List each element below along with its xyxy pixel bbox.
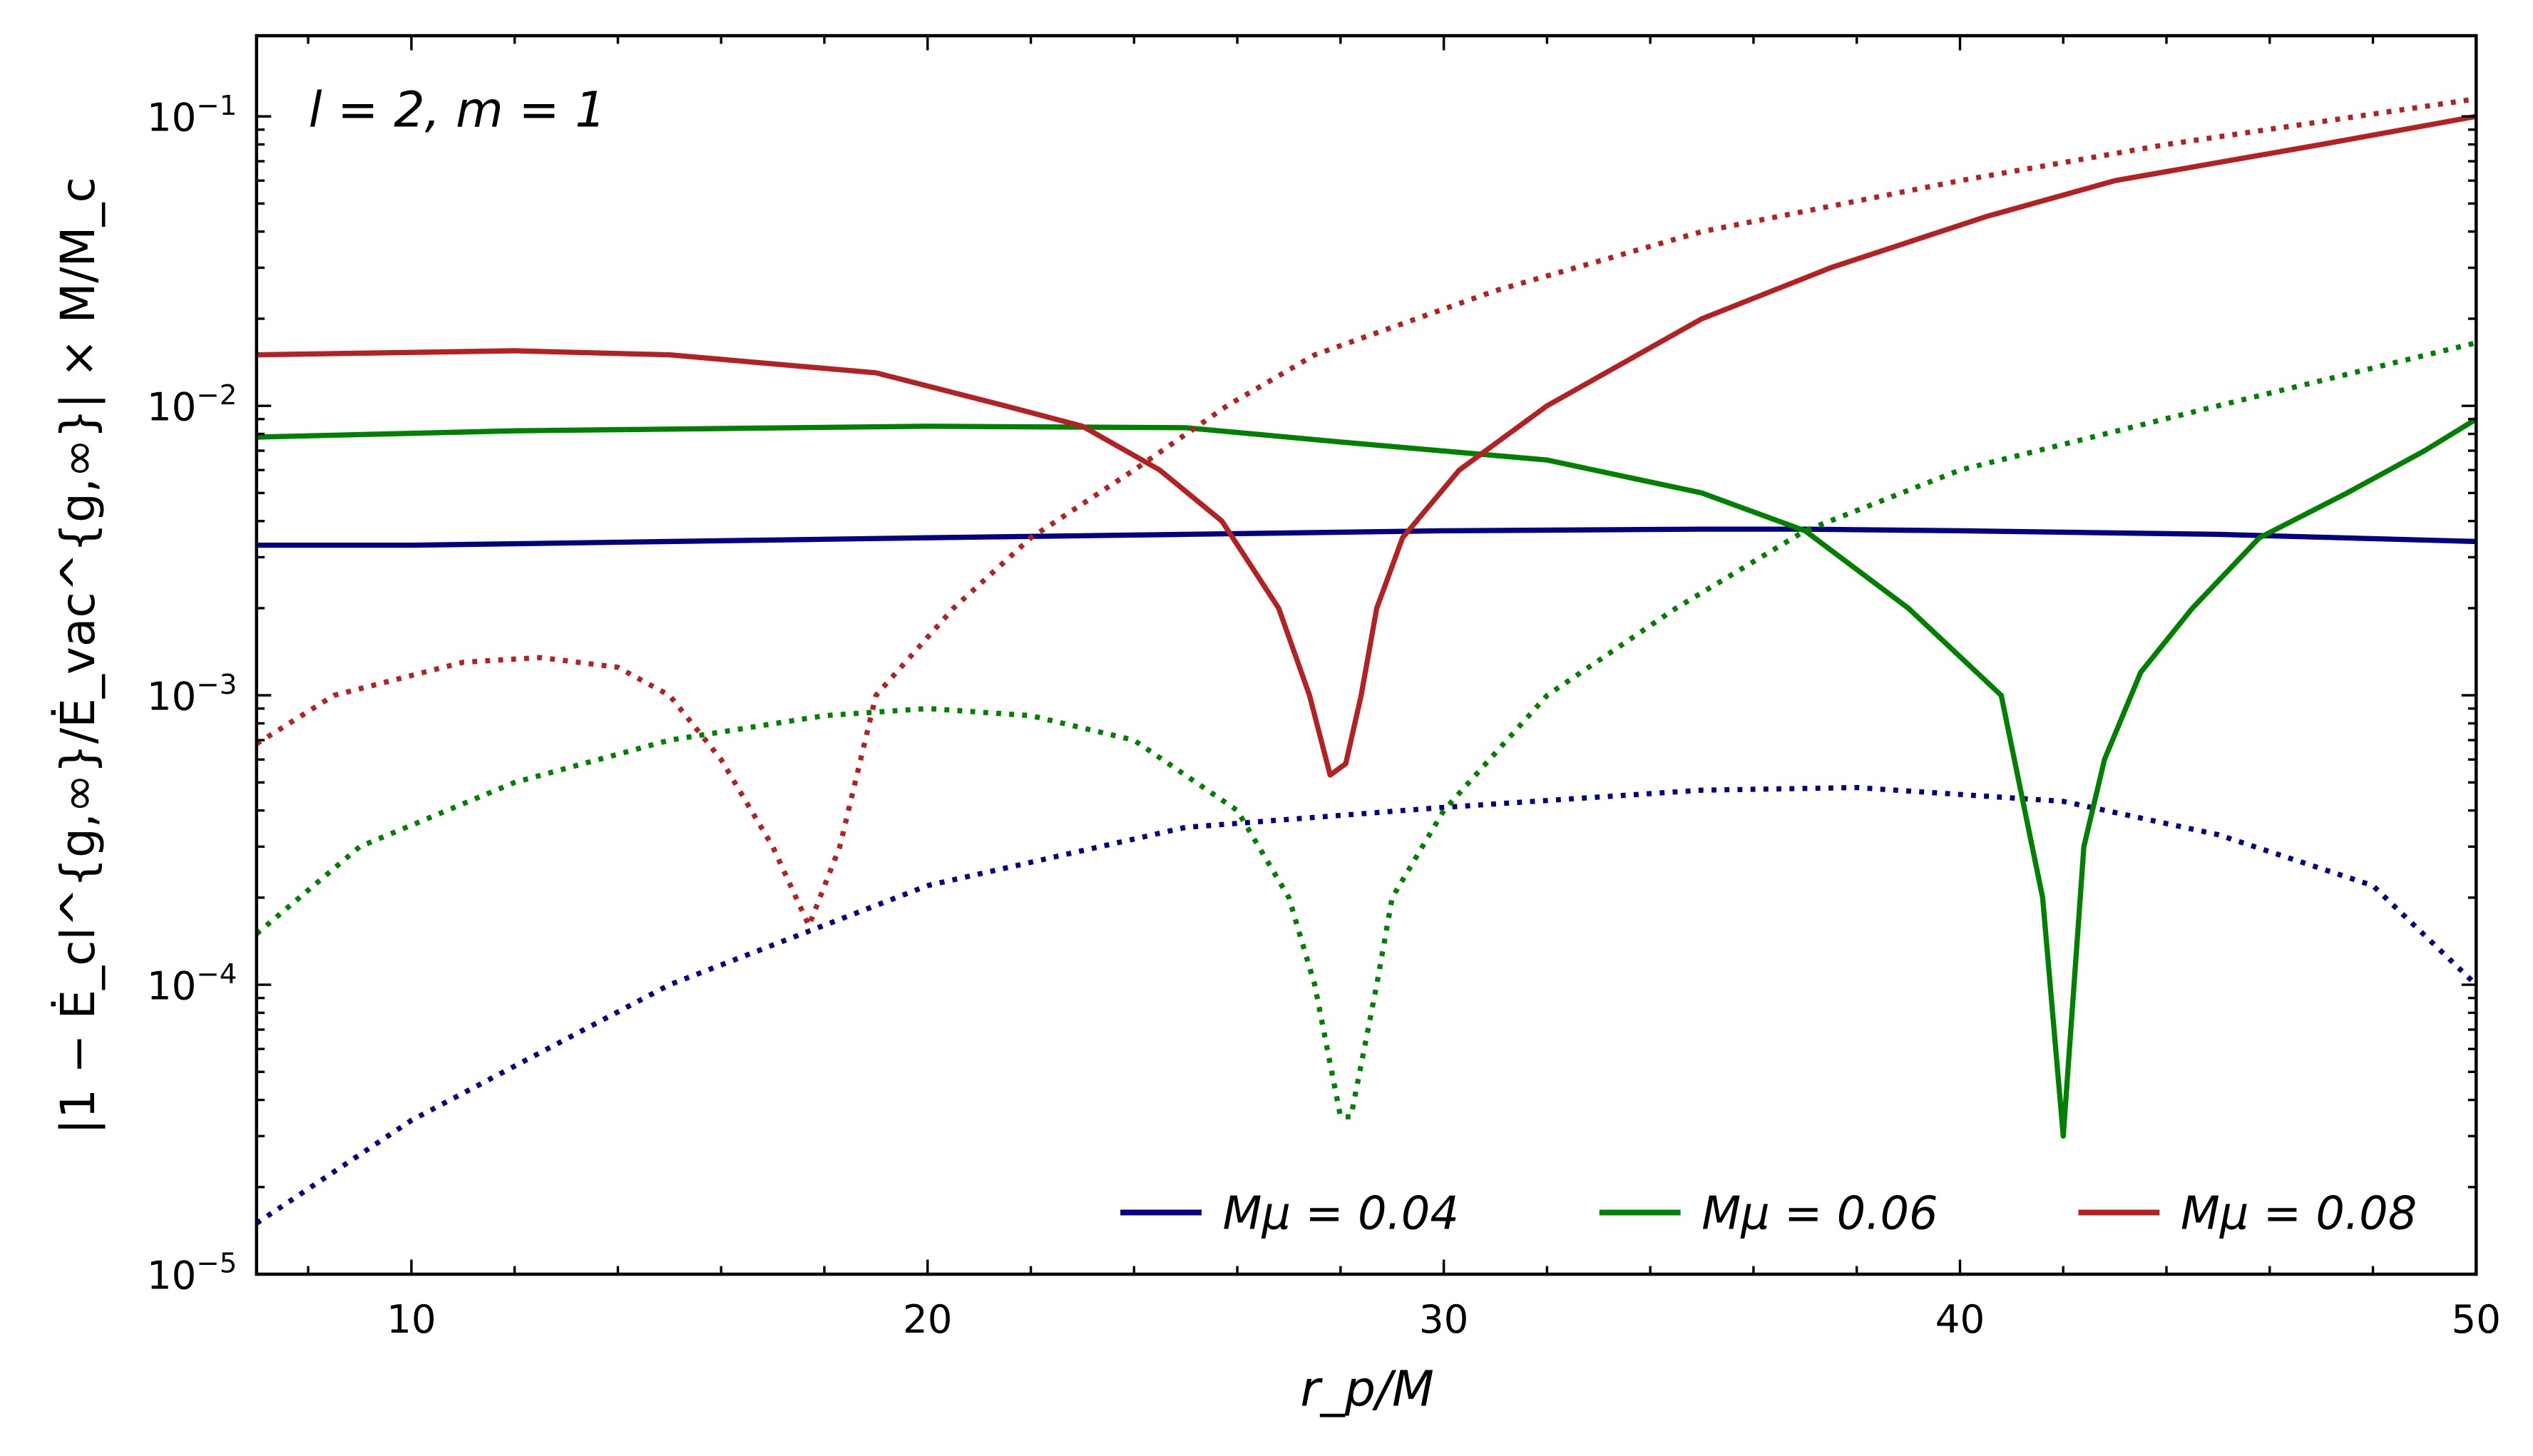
y-tick-label: 10−3 [147,669,237,719]
series-line-4 [256,340,2477,1119]
annotation-text: l = 2, m = 1 [309,83,606,139]
series-line-5 [256,113,2477,778]
axes: 10 20 30 40 50 10−5 10−4 10−3 10−2 10−1 [147,34,2502,1342]
series-line-1 [256,526,2477,548]
series-line-3 [256,416,2477,1139]
y-tick-label: 10−5 [147,1248,237,1298]
legend: Mμ = 0.04 Mμ = 0.06 Mμ = 0.08 [1120,1187,2417,1240]
x-tick-label: 40 [1935,1296,1985,1342]
series-line-6 [256,96,2477,928]
legend-label: Mμ = 0.08 [2181,1187,2417,1240]
axes-frame [255,34,2478,1276]
plot-area [256,96,2477,1226]
x-tick-label: 20 [903,1296,953,1342]
series-line-2 [256,784,2477,1226]
y-axis-label: |1 − Ė_cl^{g,∞}/Ė_vac^{g,∞}| × M/M_c [51,177,106,1134]
x-tick-label: 30 [1419,1296,1469,1342]
x-tick-label: 10 [387,1296,436,1342]
legend-label: Mμ = 0.04 [1223,1187,1459,1240]
y-tick-label: 10−2 [147,379,237,430]
legend-label: Mμ = 0.06 [1702,1187,1938,1240]
x-tick-label: 50 [2452,1296,2502,1342]
y-tick-label: 10−4 [147,958,237,1009]
y-tick-label: 10−1 [147,90,237,140]
x-axis-label: r_p/M [1300,1361,1434,1417]
